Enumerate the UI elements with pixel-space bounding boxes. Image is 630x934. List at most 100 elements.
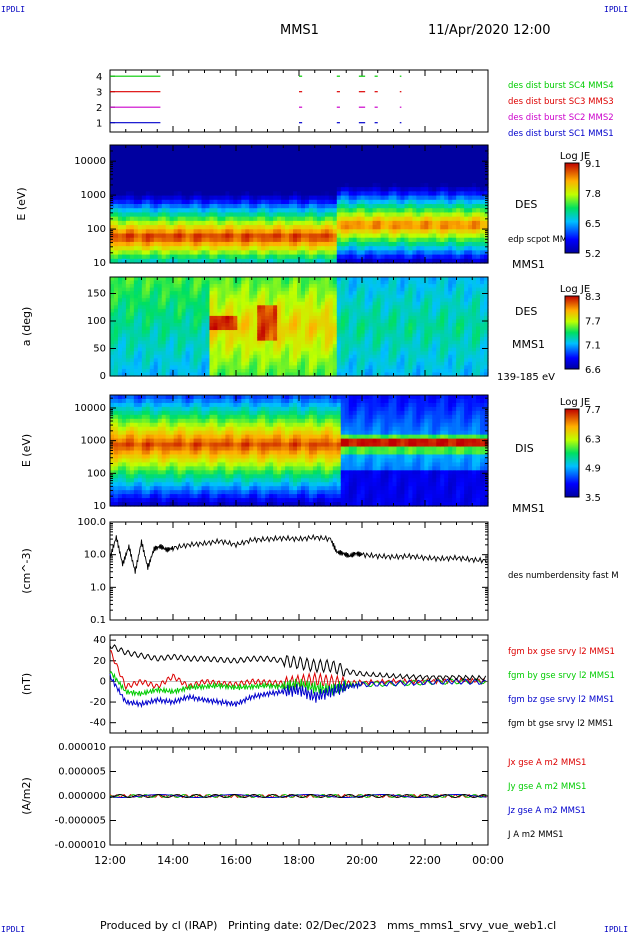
heatmap-cell [129,308,135,313]
heatmap-cell [348,284,354,289]
heatmap-cell [344,284,350,289]
heatmap-cell [404,294,410,299]
heatmap-cell [110,233,115,239]
heatmap-cell [269,308,274,313]
heatmap-cell [348,294,354,299]
heatmap-cell [225,322,230,328]
heatmap-cell [277,284,282,289]
heatmap-cell [249,305,254,310]
heatmap-cell [169,312,175,317]
heatmap-cell [356,280,362,285]
heatmap-cell [320,161,326,167]
heatmap-cell [289,372,294,377]
heatmap-cell [300,305,306,310]
heatmap-cell [177,291,183,296]
heatmap-cell [285,161,290,167]
heatmap-cell [356,178,362,184]
heatmap-cell [153,372,159,377]
heatmap-cell [324,246,330,251]
heatmap-cell [245,340,250,345]
heatmap-cell [245,199,250,205]
heatmap-cell [293,368,298,374]
heatmap-cell [316,187,322,192]
heatmap-cell [193,216,199,222]
heatmap-cell [320,354,326,359]
heatmap-cell [129,347,135,352]
heatmap-cell [201,145,207,150]
heatmap-cell [185,322,191,328]
heatmap-cell [400,229,406,235]
heatmap-cell [229,294,234,299]
heatmap-cell [384,212,390,218]
heatmap-cell [356,149,362,155]
heatmap-cell [241,287,246,292]
heatmap-cell [217,280,223,285]
heatmap-cell [297,191,302,197]
heatmap-cell [368,157,374,163]
heatmap-cell [233,216,238,222]
heatmap-cell [293,280,298,285]
heatmap-cell [408,319,413,324]
heatmap-cell [444,182,449,188]
heatmap-cell [253,161,258,167]
heatmap-cell [265,287,270,292]
heatmap-cell [324,216,330,222]
heatmap-cell [384,178,390,184]
heatmap-cell [297,220,302,226]
heatmap-cell [117,365,123,370]
heatmap-cell [133,233,139,239]
heatmap-cell [129,191,135,197]
heatmap-cell [181,216,187,222]
heatmap-cell [324,157,330,163]
heatmap-cell [141,161,147,167]
heatmap-cell [149,315,155,321]
heatmap-cell [117,315,123,321]
heatmap-cell [400,287,406,292]
heatmap-cell [269,291,274,296]
heatmap-cell [376,241,382,247]
heatmap-cell [332,166,338,171]
heatmap-cell [173,315,179,321]
heatmap-cell [281,254,286,260]
heatmap-cell [320,305,326,310]
heatmap-cell [145,220,151,226]
heatmap-cell [324,322,330,328]
heatmap-cell [137,153,143,159]
heatmap-cell [217,191,223,197]
heatmap-cell [336,208,342,214]
heatmap-cell [205,145,211,150]
heatmap-cell [332,284,338,289]
heatmap-cell [153,191,159,197]
heatmap-cell [344,250,350,256]
heatmap-cell [424,237,429,243]
heatmap-cell [277,372,282,377]
heatmap-cell [197,170,203,176]
heatmap-cell [169,322,175,328]
heatmap-cell [177,301,183,306]
heatmap-cell [110,178,115,184]
heatmap-cell [444,153,449,159]
heatmap-cell [181,294,187,299]
heatmap-cell [269,216,274,222]
heatmap-cell [436,237,441,243]
heatmap-cell [388,340,394,345]
heatmap-cell [217,208,223,214]
heatmap-cell [396,178,402,184]
heatmap-cell [145,333,151,338]
heatmap-cell [221,330,226,335]
heatmap-cell [189,246,195,251]
heatmap-cell [145,301,151,306]
heatmap-cell [141,195,147,201]
heatmap-cell [113,191,119,197]
heatmap-cell [257,254,262,260]
heatmap-cell [392,191,398,197]
heatmap-cell [332,174,338,180]
heatmap-cell [225,308,230,313]
heatmap-cell [428,212,433,218]
heatmap-cell [265,337,270,342]
heatmap-cell [113,153,119,159]
heatmap-cell [113,237,119,243]
heatmap-cell [316,277,322,282]
heatmap-cell [157,153,163,159]
heatmap-cell [181,291,187,296]
